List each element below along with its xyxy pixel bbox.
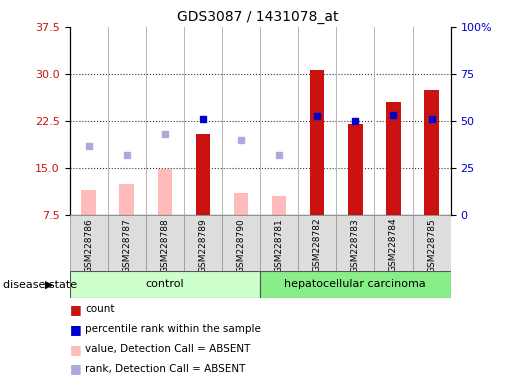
- Bar: [222, 27, 260, 215]
- Bar: [424, 89, 439, 215]
- Text: rank, Detection Call = ABSENT: rank, Detection Call = ABSENT: [85, 364, 245, 374]
- Bar: [310, 70, 324, 215]
- Text: ▶: ▶: [45, 280, 54, 290]
- Text: GSM228783: GSM228783: [351, 218, 360, 273]
- Bar: [70, 27, 108, 215]
- Bar: [336, 27, 374, 215]
- Text: GSM228781: GSM228781: [274, 218, 284, 273]
- Bar: [272, 196, 286, 215]
- Bar: [108, 27, 146, 215]
- Text: GSM228782: GSM228782: [313, 218, 322, 273]
- FancyBboxPatch shape: [70, 215, 108, 271]
- Text: GDS3087 / 1431078_at: GDS3087 / 1431078_at: [177, 10, 338, 23]
- Text: hepatocellular carcinoma: hepatocellular carcinoma: [284, 279, 426, 289]
- Text: ■: ■: [70, 323, 81, 336]
- Bar: [374, 27, 413, 215]
- Text: GSM228786: GSM228786: [84, 218, 93, 273]
- Text: ■: ■: [70, 362, 81, 376]
- Bar: [260, 27, 298, 215]
- Bar: [196, 134, 210, 215]
- Bar: [348, 124, 363, 215]
- Bar: [158, 169, 172, 215]
- Bar: [234, 193, 248, 215]
- FancyBboxPatch shape: [260, 215, 298, 271]
- FancyBboxPatch shape: [184, 215, 222, 271]
- FancyBboxPatch shape: [222, 215, 260, 271]
- Text: ■: ■: [70, 343, 81, 356]
- FancyBboxPatch shape: [336, 215, 374, 271]
- Bar: [413, 27, 451, 215]
- Text: GSM228789: GSM228789: [198, 218, 208, 273]
- Text: disease state: disease state: [3, 280, 77, 290]
- Bar: [386, 102, 401, 215]
- Bar: [146, 27, 184, 215]
- Text: GSM228785: GSM228785: [427, 218, 436, 273]
- Text: GSM228784: GSM228784: [389, 218, 398, 273]
- FancyBboxPatch shape: [70, 271, 260, 298]
- Text: ■: ■: [70, 303, 81, 316]
- Bar: [81, 190, 96, 215]
- Text: GSM228788: GSM228788: [160, 218, 169, 273]
- Text: GSM228787: GSM228787: [122, 218, 131, 273]
- FancyBboxPatch shape: [108, 215, 146, 271]
- FancyBboxPatch shape: [374, 215, 413, 271]
- Text: percentile rank within the sample: percentile rank within the sample: [85, 324, 261, 334]
- Text: value, Detection Call = ABSENT: value, Detection Call = ABSENT: [85, 344, 250, 354]
- FancyBboxPatch shape: [260, 271, 451, 298]
- Text: GSM228790: GSM228790: [236, 218, 246, 273]
- Bar: [298, 27, 336, 215]
- Text: count: count: [85, 304, 114, 314]
- FancyBboxPatch shape: [413, 215, 451, 271]
- FancyBboxPatch shape: [146, 215, 184, 271]
- Bar: [184, 27, 222, 215]
- Bar: [119, 184, 134, 215]
- FancyBboxPatch shape: [298, 215, 336, 271]
- Text: control: control: [146, 279, 184, 289]
